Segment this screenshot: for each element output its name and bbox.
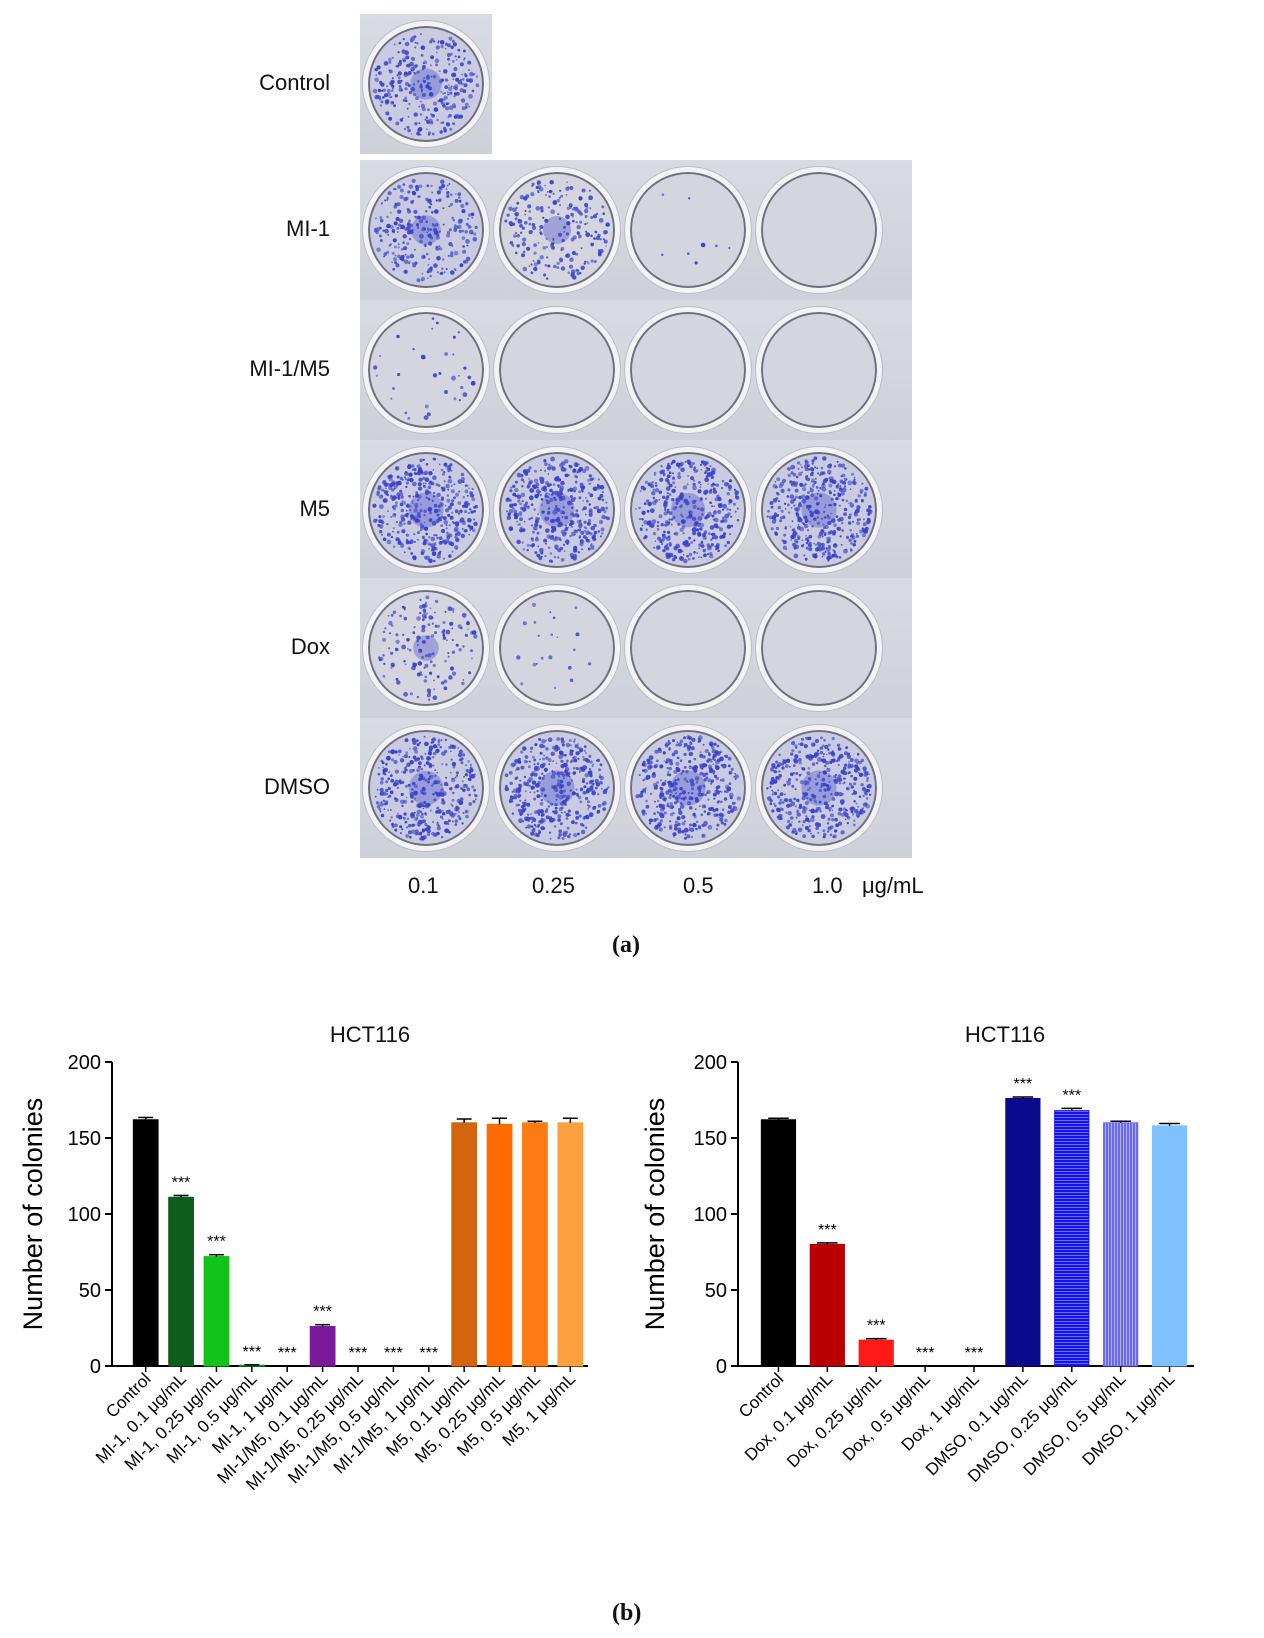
- culture-well: [756, 725, 882, 851]
- dose-label-0: 0.1: [408, 873, 439, 898]
- culture-well: [494, 585, 620, 711]
- significance-label: ***: [818, 1222, 837, 1239]
- bar: [1054, 1110, 1090, 1367]
- culture-well: [363, 447, 489, 573]
- y-tick-label: 50: [79, 1280, 101, 1302]
- row-label: Control: [259, 70, 330, 95]
- culture-well: [363, 585, 489, 711]
- chart-left-title: HCT116: [329, 1022, 411, 1047]
- dose-label-3: 1.0: [812, 873, 843, 898]
- culture-well: [625, 585, 751, 711]
- significance-label: ***: [916, 1345, 935, 1362]
- bar: [486, 1123, 513, 1367]
- culture-well: [363, 725, 489, 851]
- significance-label: ***: [278, 1345, 297, 1362]
- x-tick-label: DMSO, 1 μg/mL: [1079, 1369, 1179, 1469]
- x-tick-label: Dox, 0.1 μg/mL: [741, 1369, 836, 1464]
- significance-label: ***: [867, 1318, 886, 1335]
- culture-well: [756, 167, 882, 293]
- panel-b-tag: (b): [612, 1600, 642, 1626]
- significance-label: ***: [1014, 1076, 1033, 1093]
- significance-label: ***: [965, 1345, 984, 1362]
- bar: [760, 1119, 797, 1367]
- row-label: DMSO: [264, 774, 330, 799]
- bar: [522, 1122, 548, 1367]
- row-label: MI-1: [286, 216, 330, 241]
- bar: [309, 1325, 336, 1367]
- y-tick-label: 150: [68, 1128, 101, 1150]
- dose-label-1: 0.25: [532, 873, 575, 898]
- significance-label: ***: [384, 1345, 403, 1362]
- bar: [168, 1196, 194, 1367]
- x-tick-label: Dox, 0.5 μg/mL: [839, 1369, 934, 1464]
- culture-well: [756, 585, 882, 711]
- bar: [451, 1122, 478, 1367]
- culture-well: [756, 307, 882, 433]
- y-tick-label: 100: [68, 1204, 101, 1226]
- culture-well: [625, 307, 751, 433]
- row-label: M5: [299, 496, 330, 521]
- culture-well: [625, 447, 751, 573]
- significance-label: ***: [313, 1304, 332, 1321]
- y-tick-label: 100: [694, 1204, 727, 1226]
- culture-well: [625, 167, 751, 293]
- culture-well: [756, 447, 882, 573]
- bar: [203, 1256, 230, 1367]
- dose-unit-label: μg/mL: [862, 873, 924, 898]
- significance-label: ***: [349, 1345, 368, 1362]
- dose-label-2: 0.5: [683, 873, 714, 898]
- culture-well: [494, 447, 620, 573]
- bar: [557, 1122, 584, 1367]
- culture-well: [363, 21, 489, 147]
- y-tick-label: 150: [694, 1128, 727, 1150]
- y-tick-label: 0: [716, 1356, 727, 1378]
- row-label: MI-1/M5: [249, 356, 330, 381]
- culture-well: [494, 307, 620, 433]
- bar: [1005, 1097, 1041, 1367]
- y-tick-label: 50: [705, 1280, 727, 1302]
- culture-well: [625, 725, 751, 851]
- culture-well: [494, 167, 620, 293]
- significance-label: ***: [172, 1174, 191, 1191]
- panel-a-tag: (a): [612, 932, 640, 958]
- significance-label: ***: [243, 1344, 262, 1361]
- y-tick-label: 200: [68, 1052, 101, 1074]
- bar: [1151, 1125, 1188, 1367]
- y-axis-label: Number of colonies: [18, 1098, 48, 1331]
- chart-right-title: HCT116: [964, 1022, 1046, 1047]
- bar: [132, 1119, 159, 1367]
- significance-label: ***: [207, 1234, 226, 1251]
- culture-well: [363, 167, 489, 293]
- bar: [809, 1243, 845, 1367]
- culture-well: [494, 725, 620, 851]
- bar: [858, 1339, 894, 1367]
- y-tick-label: 0: [90, 1356, 101, 1378]
- y-axis-label: Number of colonies: [640, 1098, 670, 1331]
- significance-label: ***: [419, 1345, 438, 1362]
- row-label: Dox: [290, 634, 330, 659]
- culture-well: [363, 307, 489, 433]
- y-tick-label: 200: [694, 1052, 727, 1074]
- significance-label: ***: [1062, 1087, 1081, 1104]
- bar: [1103, 1122, 1139, 1367]
